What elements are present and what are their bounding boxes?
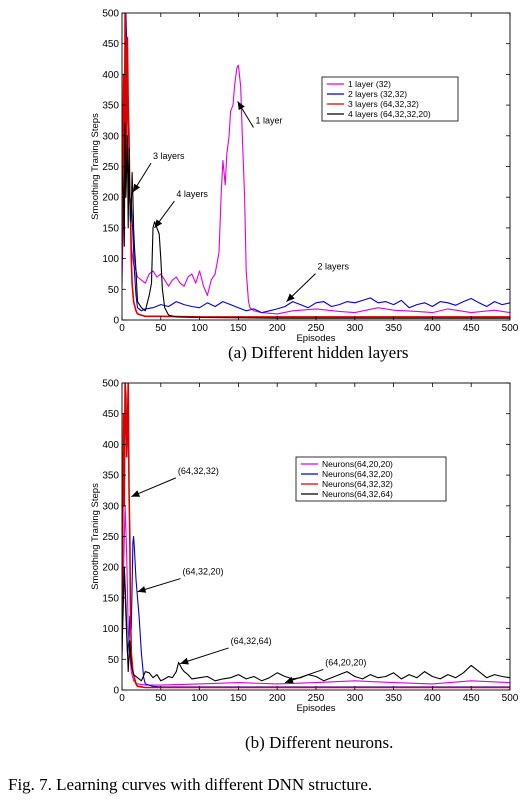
x-tick-label: 450: [463, 693, 480, 704]
legend-entry: Neurons(64,32,64): [322, 489, 393, 499]
y-tick-label: 250: [102, 532, 119, 543]
y-tick-label: 150: [102, 223, 119, 234]
legend-entry: 4 layers (64,32,32,20): [348, 109, 431, 119]
legend: Neurons(64,20,20)Neurons(64,32,20)Neuron…: [296, 457, 446, 501]
legend-entry: 1 layer (32): [348, 79, 391, 89]
x-tick-label: 450: [463, 323, 480, 334]
x-tick-label: 500: [502, 323, 519, 334]
legend-entry: Neurons(64,32,32): [322, 479, 393, 489]
x-tick-label: 150: [230, 323, 247, 334]
y-tick-label: 0: [113, 316, 119, 327]
x-tick-label: 50: [155, 693, 167, 704]
figure-caption: Fig. 7. Learning curves with different D…: [8, 775, 372, 795]
series-line-3: [122, 383, 510, 688]
series-line-1: [122, 25, 510, 314]
legend-entry: Neurons(64,20,20): [322, 459, 393, 469]
x-tick-label: 400: [424, 323, 441, 334]
plot-frame: [122, 13, 510, 320]
y-tick-label: 50: [108, 655, 120, 666]
y-tick-label: 150: [102, 593, 119, 604]
x-tick-label: 300: [346, 323, 363, 334]
y-tick-label: 350: [102, 471, 119, 482]
y-tick-label: 300: [102, 131, 119, 142]
y-tick-label: 50: [108, 285, 120, 296]
y-tick-label: 200: [102, 193, 119, 204]
y-tick-label: 200: [102, 563, 119, 574]
annotation-label: (64,32,64): [231, 636, 272, 646]
x-tick-label: 100: [191, 693, 208, 704]
annotation-arrow-head: [138, 586, 147, 593]
x-tick-label: 350: [385, 693, 402, 704]
annotation-arrow-head: [133, 184, 140, 193]
subcaption-a: (a) Different hidden layers: [228, 343, 408, 363]
x-tick-label: 200: [269, 693, 286, 704]
x-tick-label: 0: [119, 323, 125, 334]
plot-frame: [122, 383, 510, 690]
annotation-label: (64,32,32): [178, 466, 219, 476]
series-line-4: [122, 567, 510, 681]
y-tick-label: 300: [102, 501, 119, 512]
y-axis-label: Smoothing Traning Steps: [90, 113, 101, 220]
annotation-label: 4 layers: [176, 189, 208, 199]
annotation-label: 1 layer: [255, 116, 282, 126]
x-tick-label: 200: [269, 323, 286, 334]
y-tick-label: 400: [102, 70, 119, 81]
chart-a: 0 50 100 150 200 250 300 350 400 450 500 0 50 100 150 2…: [90, 9, 519, 345]
legend-entry: 2 layers (32,32): [348, 89, 407, 99]
annotation-label: (64,32,20): [183, 567, 224, 577]
y-tick-label: 450: [102, 409, 119, 420]
y-tick-label: 100: [102, 624, 119, 635]
x-tick-label: 50: [155, 323, 167, 334]
annotation-arrow-head: [155, 219, 163, 228]
subcaption-b: (b) Different neurons.: [245, 733, 393, 753]
x-tick-label: 400: [424, 693, 441, 704]
series-line-2: [122, 13, 510, 313]
y-tick-label: 500: [102, 9, 119, 20]
y-tick-label: 250: [102, 162, 119, 173]
x-tick-label: 500: [502, 693, 519, 704]
x-tick-label: 150: [230, 693, 247, 704]
series-line-1: [122, 506, 510, 685]
y-tick-label: 350: [102, 101, 119, 112]
annotation-arrow-head: [180, 658, 189, 665]
annotation-label: (64,20,20): [325, 657, 366, 667]
x-tick-label: 100: [191, 323, 208, 334]
y-tick-label: 0: [113, 686, 119, 697]
y-tick-label: 400: [102, 440, 119, 451]
chart-b: 0 50 100 150 200 250 300 350 400 450 500 0 50 100 150 2…: [90, 379, 519, 715]
annotation-label: 3 layers: [153, 151, 185, 161]
legend-entry: Neurons(64,32,20): [322, 469, 393, 479]
y-tick-label: 100: [102, 254, 119, 265]
y-axis-label: Smoothing Traning Steps: [90, 483, 101, 590]
legend: 1 layer (32)2 layers (32,32)3 layers (64…: [322, 77, 458, 121]
y-tick-label: 450: [102, 39, 119, 50]
y-tick-label: 500: [102, 379, 119, 390]
legend-entry: 3 layers (64,32,32): [348, 99, 419, 109]
x-tick-label: 0: [119, 693, 125, 704]
series-line-3: [122, 13, 510, 317]
x-axis-label: Episodes: [296, 703, 335, 714]
x-tick-label: 350: [385, 323, 402, 334]
x-tick-label: 300: [346, 693, 363, 704]
annotation-label: 2 layers: [318, 262, 350, 272]
